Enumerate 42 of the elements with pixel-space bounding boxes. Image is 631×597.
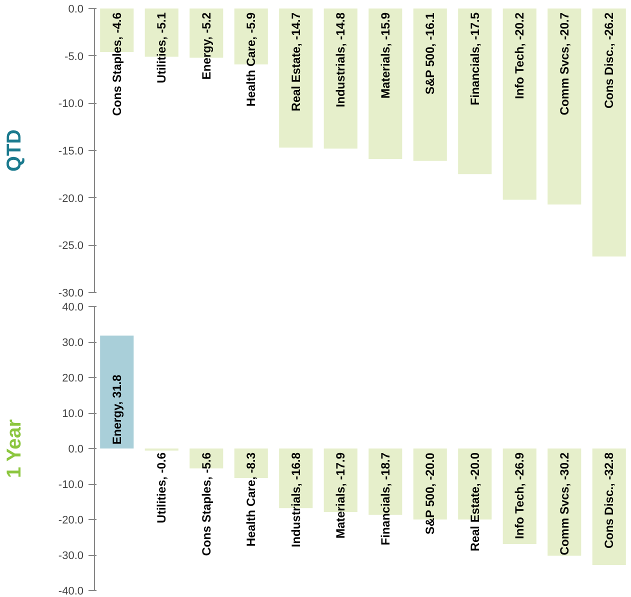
y-tick-label: -30.0 [58,550,84,562]
x-tick-label: Financials, -17.5 [468,12,482,106]
y-tick-label: 10.0 [62,408,84,420]
y-tick-label: 30.0 [62,337,84,349]
x-tick-label: Info Tech, -26.9 [512,452,527,539]
x-tick-label: Real Estate, -20.0 [468,452,482,552]
x-tick-label: Utilities, -0.6 [154,452,169,524]
x-tick-label: Health Care, -8.3 [244,452,258,547]
x-tick-label: Cons Staples, -4.6 [110,12,124,116]
y-tick-label: -25.0 [58,240,84,252]
y-tick-label: 0.0 [68,444,84,456]
x-tick-label: Industrials, -14.8 [334,12,348,108]
x-tick-label: Energy, -5.2 [199,12,214,80]
x-tick-label: Utilities, -5.1 [154,12,169,84]
y-tick-label: 20.0 [62,372,84,384]
x-tick-label: S&P 500, -16.1 [423,12,438,95]
x-tick-label: Materials, -17.9 [334,452,348,539]
y-tick-label: -10.0 [58,98,84,110]
x-tick-label: Comm Svcs, -20.7 [557,12,572,116]
x-tick-label: Health Care, -5.9 [244,12,258,107]
y-axis-title: QTD [3,129,26,172]
x-tick-label: Real Estate, -14.7 [288,12,303,112]
y-tick-label: -15.0 [58,146,84,158]
y-tick-label: -40.0 [58,586,84,597]
y-axis-title: 1 Year [3,419,26,478]
x-tick-label: Financials, -18.7 [378,452,392,546]
x-tick-label: Energy, 31.8 [110,374,124,444]
x-tick-label: Cons Staples, -5.6 [199,452,214,556]
y-tick-label: -10.0 [58,479,84,491]
x-tick-label: Cons Disc., -26.2 [602,12,616,109]
y-tick-label: 0.0 [68,4,84,16]
x-tick-label: Industrials, -16.8 [288,452,303,548]
x-tick-label: Materials, -15.9 [378,12,392,99]
y-tick-label: -20.0 [58,192,84,205]
x-tick-label: Comm Svcs, -30.2 [557,452,572,556]
x-tick-label: Info Tech, -20.2 [512,12,527,99]
y-tick-label: -30.0 [58,288,84,300]
y-tick-label: -20.0 [58,514,84,526]
y-tick-label: 40.0 [62,302,84,314]
x-tick-label: S&P 500, -20.0 [423,452,438,535]
x-tick-label: Cons Disc., -32.8 [602,452,616,549]
y-tick-label: -5.0 [64,50,84,63]
